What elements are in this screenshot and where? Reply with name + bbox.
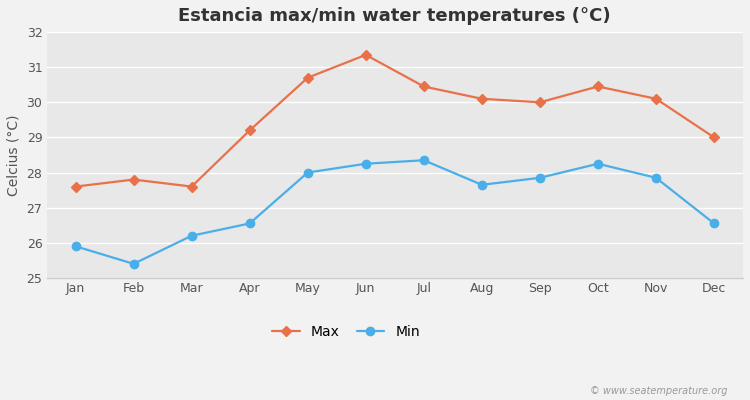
Max (652, 96, 661, 101)
Min (303, 170, 312, 175)
Min (652, 175, 661, 180)
Max (303, 75, 312, 80)
Min (71, 244, 80, 249)
Text: © www.seatemperature.org: © www.seatemperature.org (590, 386, 728, 396)
Min (593, 161, 602, 166)
Max (362, 52, 370, 57)
Min (245, 221, 254, 226)
Min (710, 221, 718, 226)
Max (477, 96, 486, 101)
Max (536, 100, 544, 105)
Max (129, 177, 138, 182)
Line: Max: Max (72, 52, 718, 190)
Max (710, 135, 718, 140)
Max (245, 128, 254, 133)
Max (419, 84, 428, 89)
Min (419, 158, 428, 163)
Min (188, 233, 196, 238)
Legend: Max, Min: Max, Min (266, 319, 425, 344)
Min (477, 182, 486, 187)
Line: Min: Min (71, 156, 718, 268)
Min (362, 161, 370, 166)
Title: Estancia max/min water temperatures (°C): Estancia max/min water temperatures (°C) (178, 7, 611, 25)
Min (129, 262, 138, 266)
Max (71, 184, 80, 189)
Y-axis label: Celcius (°C): Celcius (°C) (7, 114, 21, 196)
Max (188, 184, 196, 189)
Max (593, 84, 602, 89)
Min (536, 175, 544, 180)
